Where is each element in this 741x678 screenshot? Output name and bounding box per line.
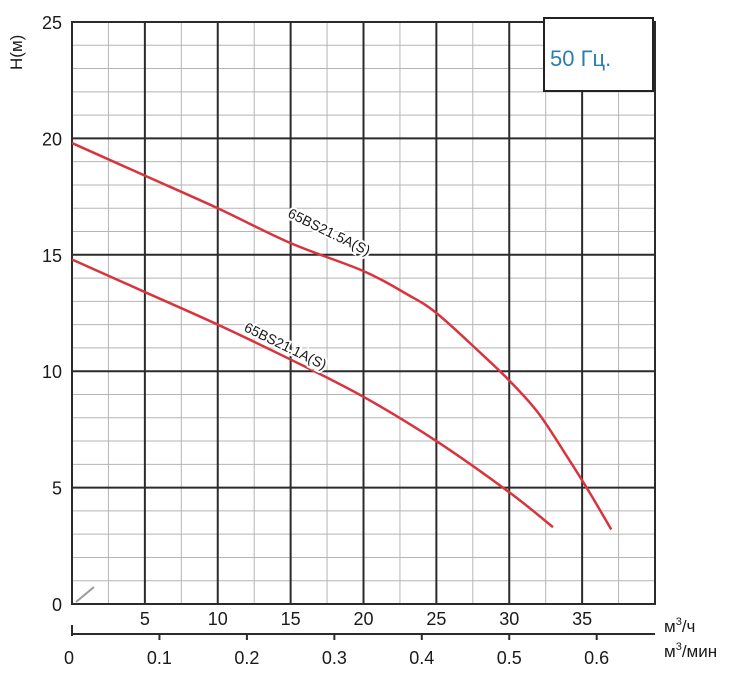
x-tick-label: 5 — [140, 609, 150, 629]
x2-tick-label: 0 — [64, 648, 74, 668]
y-axis-label: H(м) — [7, 35, 26, 70]
y-tick-label: 5 — [52, 479, 62, 499]
y-tick-label: 20 — [42, 129, 62, 149]
curves: 65BS21.5A(S)65BS21.1A(S) — [71, 141, 613, 531]
x-tick-label: 30 — [499, 609, 519, 629]
x-tick-label: 15 — [281, 609, 301, 629]
x-axis-ticks: 5 10 15 20 25 30 35 — [140, 609, 592, 629]
y-axis-ticks: 0 5 10 15 20 25 — [42, 13, 62, 615]
x2-tick-label: 0.2 — [234, 648, 259, 668]
x2-tick-label: 0.3 — [322, 648, 347, 668]
frequency-legend: 50 Гц. — [543, 17, 654, 92]
x-tick-label: 35 — [572, 609, 592, 629]
legend-frame — [543, 17, 654, 92]
major-grid — [71, 21, 656, 605]
x2-tick-label: 0.5 — [497, 648, 522, 668]
series-label-2: 65BS21.1A(S) — [242, 319, 329, 373]
x2-axis: 0 0.1 0.2 0.3 0.4 0.5 0.6 — [64, 625, 655, 668]
x2-tick-label: 0.6 — [584, 648, 609, 668]
series-line-2 — [71, 258, 554, 529]
plot-frame — [71, 21, 656, 605]
x-axis-unit-secondary: м3/мин — [664, 641, 717, 661]
x-tick-label: 10 — [208, 609, 228, 629]
x2-tick-label: 0.1 — [147, 648, 172, 668]
x-tick-label: 20 — [353, 609, 373, 629]
frequency-label: 50 Гц. — [550, 46, 611, 71]
y-tick-label: 25 — [42, 13, 62, 33]
y-tick-label: 10 — [42, 362, 62, 382]
x-axis-unit-primary: м3/ч — [664, 616, 695, 636]
y-tick-label: 0 — [52, 595, 62, 615]
x2-tick-label: 0.4 — [409, 648, 434, 668]
series-line-1 — [71, 141, 613, 531]
y-tick-label: 15 — [42, 246, 62, 266]
origin-mark — [75, 586, 95, 603]
x-tick-label: 25 — [426, 609, 446, 629]
